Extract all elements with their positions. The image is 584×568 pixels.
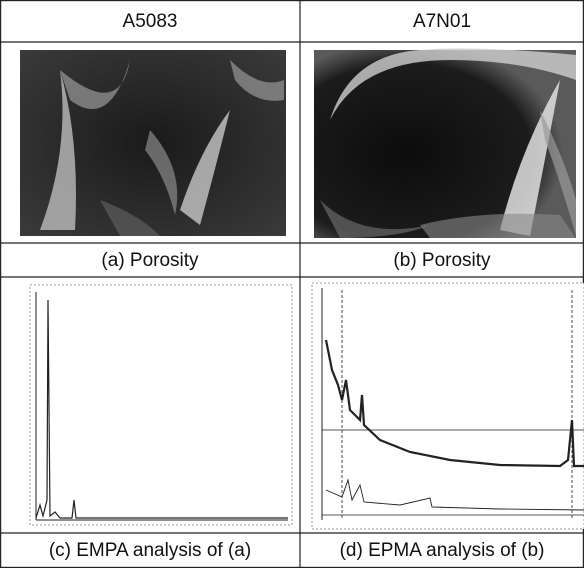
sem-image xyxy=(314,48,576,238)
caption: (b) Porosity xyxy=(393,250,491,271)
caption: (a) Porosity xyxy=(101,250,199,271)
column-header: A5083 xyxy=(123,11,178,32)
spectrum-plot xyxy=(311,282,584,530)
column-header: A7N01 xyxy=(413,11,471,32)
caption: (c) EMPA analysis of (a) xyxy=(49,540,251,561)
caption: (d) EPMA analysis of (b) xyxy=(340,540,545,561)
spectrum-plot xyxy=(29,284,293,526)
sem-image xyxy=(20,50,286,236)
